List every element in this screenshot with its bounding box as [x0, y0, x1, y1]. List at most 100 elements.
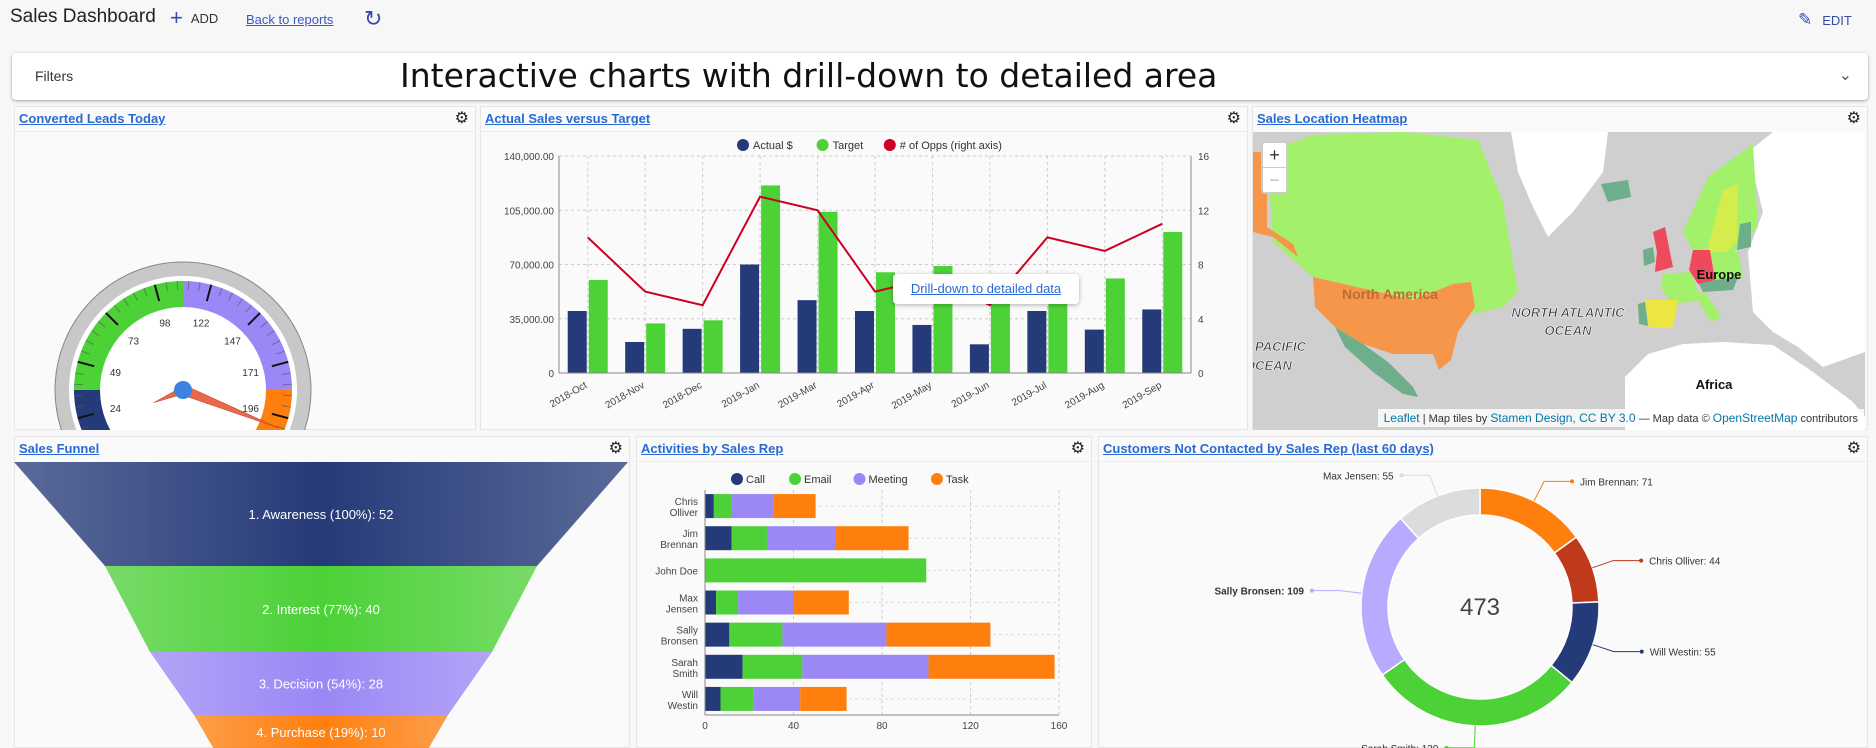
donut-leader-line: [1311, 590, 1362, 594]
panel-title[interactable]: Sales Location Heatmap: [1257, 111, 1408, 126]
y-tick-label: Sally: [676, 626, 698, 637]
gauge-band: [74, 281, 183, 390]
bar-segment-email: [716, 590, 739, 615]
osm-link[interactable]: OpenStreetMap: [1712, 411, 1798, 425]
sales-chart[interactable]: 0 0 35,000.00 4 70,000.00 8 105,000.00 12 140,00…: [480, 106, 1248, 430]
panel-title[interactable]: Converted Leads Today: [19, 111, 166, 126]
x-tick-label: 160: [1051, 721, 1068, 732]
bar-actual: [740, 264, 760, 373]
y-tick-label: Bronsen: [661, 637, 698, 648]
legend-label: Meeting: [869, 474, 908, 486]
funnel-stage-label: 2. Interest (77%): 40: [262, 602, 380, 617]
heatmap-map[interactable]: North America NORTH ATLANTIC OCEAN PACIF…: [1253, 132, 1865, 430]
filters-expander[interactable]: Filters ⌄: [12, 53, 1868, 100]
legend-label: Call: [746, 474, 765, 486]
donut-label: Jim Brennan: 71: [1580, 477, 1653, 488]
donut-leader-line: [1401, 474, 1438, 497]
donut-leader-line: [1592, 644, 1642, 653]
y2-tick-label: 12: [1198, 206, 1210, 217]
zoom-in-button[interactable]: +: [1269, 145, 1280, 165]
back-to-reports-link[interactable]: Back to reports: [246, 12, 334, 27]
funnel-chart[interactable]: 1. Awareness (100%): 52 2. Interest (77%)…: [14, 436, 630, 748]
x-tick-label: 2019-Jul: [1010, 380, 1049, 409]
y2-tick-label: 16: [1198, 152, 1210, 163]
gauge-tick-label: 122: [193, 318, 210, 329]
bar-segment-email: [713, 494, 732, 519]
x-tick-label: 2019-Apr: [835, 380, 877, 410]
funnel-stage: [105, 566, 537, 652]
edit-button[interactable]: ✎ EDIT: [1798, 10, 1852, 30]
donut-leader-line: [1446, 725, 1476, 748]
y-tick-label: John Doe: [655, 566, 698, 577]
bar-segment-task: [928, 654, 1055, 679]
x-tick-label: 2019-May: [890, 380, 934, 412]
bar-actual: [969, 344, 989, 373]
gauge-minor-tick: [75, 405, 85, 408]
gauge-minor-tick: [97, 321, 106, 328]
bar-segment-meeting: [766, 526, 836, 551]
attribution-text: — Map data ©: [1635, 413, 1713, 425]
gauge-chart[interactable]: 024497398122147171196220201: [14, 106, 476, 430]
donut-leader-dot: [1444, 745, 1449, 748]
panel-title[interactable]: Customers Not Contacted by Sales Rep (la…: [1103, 441, 1434, 456]
chevron-down-icon[interactable]: ⌄: [1838, 67, 1852, 84]
donut-label: Max Jensen: 55: [1323, 471, 1394, 482]
gear-icon[interactable]: ⚙: [454, 110, 469, 127]
gauge-minor-tick: [165, 282, 168, 292]
y-tick-label: Jim: [682, 529, 698, 540]
zoom-out-button[interactable]: −: [1263, 167, 1286, 191]
donut-leader-dot: [1570, 479, 1575, 484]
map-attribution: Leaflet | Map tiles by Stamen Design, CC…: [1377, 409, 1864, 427]
stamen-link[interactable]: Stamen Design, CC BY 3.0: [1490, 411, 1636, 425]
funnel-stage-label: 1. Awareness (100%): 52: [248, 507, 393, 522]
y-tick-label: Jensen: [666, 605, 698, 616]
usa: [1313, 277, 1475, 370]
gauge-minor-tick: [75, 372, 85, 375]
bar-segment-task: [793, 590, 849, 615]
panel-title[interactable]: Sales Funnel: [19, 441, 100, 456]
pencil-icon: ✎: [1798, 10, 1813, 29]
y-tick-label: 70,000.00: [510, 261, 555, 272]
bar-target: [588, 280, 608, 373]
legend-swatch: [789, 473, 801, 485]
x-tick-label: 2018-Oct: [548, 380, 589, 410]
donut-chart[interactable]: Jim Brennan: 71 Chris Olliver: 44 Will Wes…: [1098, 436, 1868, 748]
panel-title[interactable]: Actual Sales versus Target: [485, 111, 651, 126]
panel-title[interactable]: Activities by Sales Rep: [641, 441, 784, 456]
legend-label: Actual $: [753, 140, 793, 152]
y2-tick-label: 4: [1198, 315, 1204, 326]
gear-icon[interactable]: ⚙: [1226, 110, 1241, 127]
donut-label: Chris Olliver: 44: [1649, 557, 1721, 568]
y-tick-label: Westin: [668, 701, 698, 712]
bar-segment-task: [773, 494, 816, 519]
funnel-stage: [194, 715, 448, 748]
gear-icon[interactable]: ⚙: [1846, 440, 1861, 457]
donut-slice: [1360, 517, 1420, 676]
x-tick-label: 2018-Nov: [604, 380, 647, 411]
funnel-stage-label: 3. Decision (54%): 28: [259, 677, 383, 692]
y2-tick-label: 8: [1198, 261, 1204, 272]
bar-target: [876, 272, 895, 373]
y-tick-label: Chris: [675, 497, 698, 508]
gauge-major-tick: [205, 284, 213, 302]
ireland: [1643, 247, 1655, 266]
gauge-tick-label: 171: [242, 368, 259, 379]
drill-down-tooltip-link[interactable]: Drill-down to detailed data: [893, 274, 1079, 304]
gauge-tick-label: 49: [110, 368, 122, 379]
gauge-band: [183, 281, 292, 390]
label-pacific-1: PACIFIC: [1255, 339, 1307, 354]
refresh-icon[interactable]: ↻: [364, 6, 383, 31]
gear-icon[interactable]: ⚙: [1070, 440, 1085, 457]
leaflet-link[interactable]: Leaflet: [1383, 411, 1420, 425]
gauge-minor-tick: [281, 405, 291, 408]
donut-label: Will Westin: 55: [1650, 648, 1716, 659]
poland: [1711, 252, 1743, 280]
gauge-tick-label: 73: [128, 337, 140, 348]
gauge-minor-tick: [276, 350, 285, 355]
add-button[interactable]: + ADD: [170, 7, 218, 29]
funnel-stage-label: 4. Purchase (19%): 10: [256, 725, 385, 740]
gear-icon[interactable]: ⚙: [608, 440, 623, 457]
gear-icon[interactable]: ⚙: [1846, 110, 1861, 127]
bar-actual: [625, 342, 645, 373]
